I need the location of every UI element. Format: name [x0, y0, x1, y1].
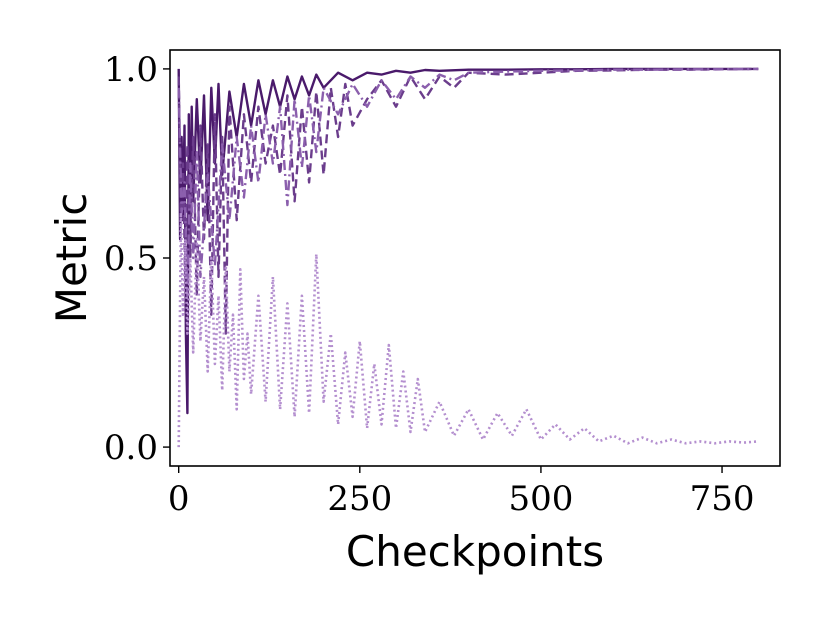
x-tick-label: 500: [508, 479, 573, 519]
y-tick-label: 1.0: [104, 50, 158, 90]
y-tick-label: 0.5: [104, 239, 158, 279]
series-line-dotted: [177, 211, 759, 448]
y-tick-label: 0.0: [104, 428, 158, 468]
series-line-solid: [177, 67, 759, 415]
y-axis: 0.0 0.5 1.0: [104, 50, 170, 468]
plot-frame: [169, 49, 781, 467]
x-axis: 0 250 500 750: [168, 466, 755, 519]
series-line-dashdot: [177, 67, 759, 297]
x-tick-label: 0: [168, 479, 190, 519]
plot-series-group: [177, 67, 759, 448]
y-axis-label: Metric: [47, 193, 96, 324]
x-tick-label: 250: [327, 479, 392, 519]
x-axis-label: Checkpoints: [346, 527, 604, 576]
x-tick-label: 750: [690, 479, 755, 519]
